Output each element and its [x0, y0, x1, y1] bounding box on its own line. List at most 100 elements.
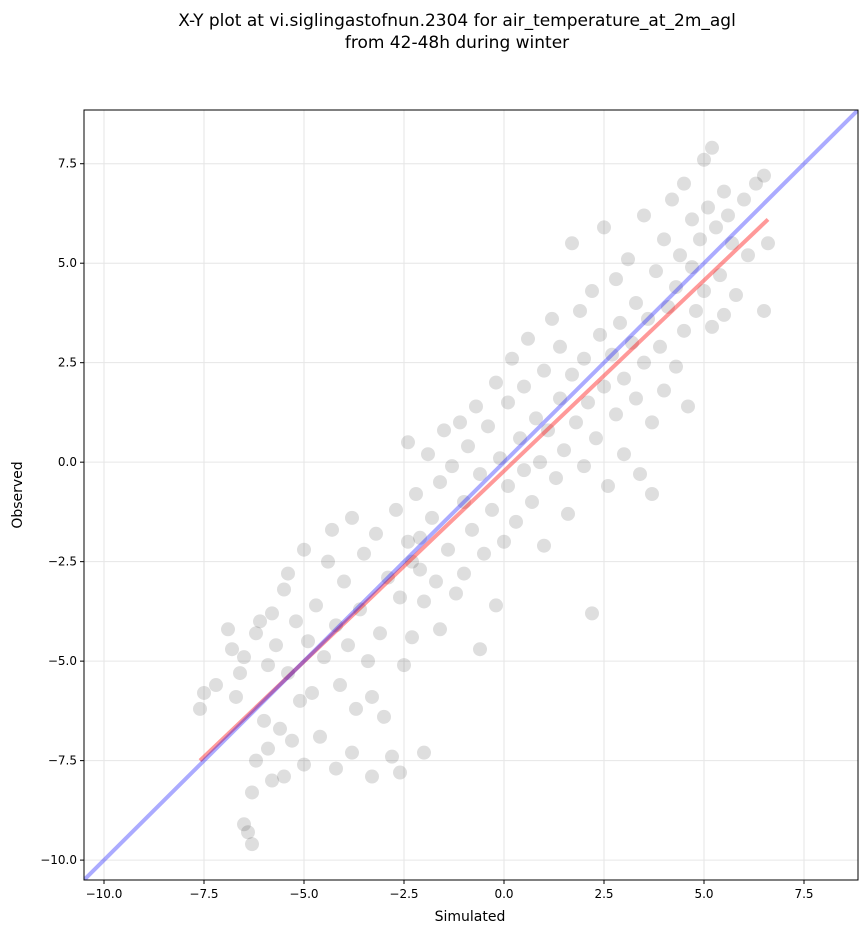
- data-point: [361, 654, 375, 669]
- chart-title-line-1: X-Y plot at vi.siglingastofnun.2304 for …: [178, 11, 736, 31]
- regression-line: [198, 217, 770, 763]
- data-point: [277, 769, 291, 784]
- data-point: [369, 526, 383, 541]
- data-point: [709, 220, 723, 235]
- data-point: [477, 546, 491, 561]
- data-point: [313, 729, 327, 744]
- data-point: [269, 638, 283, 653]
- x-axis-label: Simulated: [435, 909, 506, 925]
- data-point: [697, 284, 711, 299]
- data-point: [589, 431, 603, 446]
- data-point: [657, 383, 671, 398]
- data-point: [353, 602, 367, 617]
- data-point: [401, 435, 415, 450]
- x-tick-label: 0.0: [494, 887, 513, 901]
- data-point: [457, 566, 471, 581]
- data-point: [537, 538, 551, 553]
- data-point: [401, 534, 415, 549]
- data-point: [601, 479, 615, 494]
- data-point: [461, 439, 475, 454]
- y-axis-ticks: −10.0 −7.5 −5.0 −2.5 0.0 2.5 5.0 7.5: [40, 157, 84, 867]
- data-point: [409, 487, 423, 502]
- data-point: [517, 379, 531, 394]
- data-point: [381, 570, 395, 585]
- identity-line: [84, 110, 858, 880]
- data-point: [345, 745, 359, 760]
- data-point: [441, 542, 455, 557]
- data-point: [225, 642, 239, 657]
- data-point: [677, 176, 691, 191]
- data-point: [273, 721, 287, 736]
- data-point: [577, 459, 591, 474]
- data-point: [541, 423, 555, 438]
- data-point: [617, 371, 631, 386]
- data-point: [517, 463, 531, 478]
- x-tick-label: 7.5: [794, 887, 813, 901]
- data-point: [245, 837, 259, 852]
- data-point: [641, 311, 655, 326]
- data-point: [513, 431, 527, 446]
- x-axis-ticks: −10.0 −7.5 −5.0 −2.5 0.0 2.5 5.0 7.5: [86, 880, 814, 901]
- y-tick-label: 0.0: [58, 455, 77, 469]
- data-point: [561, 506, 575, 521]
- data-point: [325, 522, 339, 537]
- data-point: [645, 487, 659, 502]
- data-point: [757, 303, 771, 318]
- data-point: [289, 614, 303, 629]
- data-point: [585, 606, 599, 621]
- x-tick-label: −2.5: [389, 887, 418, 901]
- y-tick-label: 7.5: [58, 157, 77, 171]
- y-axis-label: Observed: [10, 461, 26, 528]
- data-point: [681, 399, 695, 414]
- data-point: [565, 236, 579, 251]
- data-point: [309, 598, 323, 613]
- data-point: [425, 510, 439, 525]
- data-point: [457, 494, 471, 509]
- data-point: [725, 236, 739, 251]
- data-point: [609, 407, 623, 422]
- data-point: [757, 168, 771, 183]
- data-point: [321, 554, 335, 569]
- data-point: [257, 713, 271, 728]
- data-point: [385, 749, 399, 764]
- data-point: [501, 395, 515, 410]
- data-point: [705, 140, 719, 155]
- data-point: [265, 606, 279, 621]
- data-point: [337, 574, 351, 589]
- data-point: [637, 355, 651, 370]
- data-point: [473, 642, 487, 657]
- chart-title-line-2: from 42-48h during winter: [344, 33, 570, 53]
- x-tick-label: −5.0: [289, 887, 318, 901]
- data-point: [229, 689, 243, 704]
- data-point: [501, 479, 515, 494]
- data-point: [553, 339, 567, 354]
- plot-frame: [83, 109, 859, 881]
- data-point: [729, 288, 743, 303]
- data-point: [281, 666, 295, 681]
- data-point: [445, 459, 459, 474]
- data-point: [197, 685, 211, 700]
- data-point: [377, 709, 391, 724]
- data-point: [633, 467, 647, 482]
- data-point: [525, 494, 539, 509]
- data-point: [521, 331, 535, 346]
- data-point: [297, 542, 311, 557]
- data-point: [413, 530, 427, 545]
- data-point: [693, 232, 707, 247]
- data-point: [713, 268, 727, 283]
- data-point: [493, 451, 507, 466]
- data-point: [593, 327, 607, 342]
- data-point: [489, 375, 503, 390]
- data-point: [549, 471, 563, 486]
- data-point: [449, 586, 463, 601]
- data-point: [413, 562, 427, 577]
- data-point: [645, 415, 659, 430]
- data-point: [249, 626, 263, 641]
- data-point: [277, 582, 291, 597]
- data-point: [701, 200, 715, 215]
- data-point: [437, 423, 451, 438]
- data-point: [625, 335, 639, 350]
- data-point: [209, 678, 223, 693]
- data-point: [737, 192, 751, 207]
- data-point: [473, 467, 487, 482]
